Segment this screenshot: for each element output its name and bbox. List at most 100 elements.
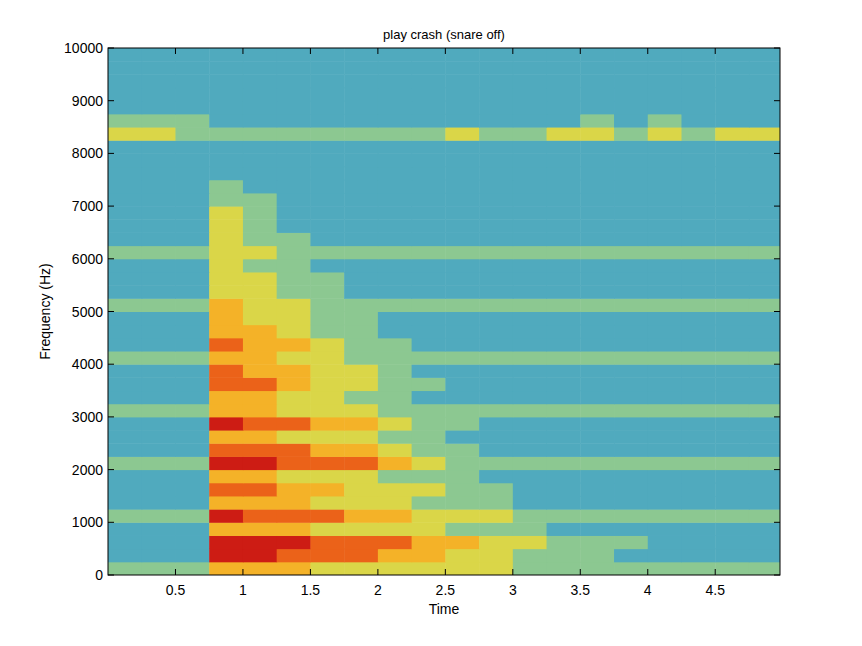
cell bbox=[445, 483, 479, 497]
cell bbox=[209, 88, 243, 102]
cell bbox=[243, 61, 277, 75]
cell bbox=[547, 549, 581, 563]
cell bbox=[547, 114, 581, 128]
cell bbox=[445, 391, 479, 405]
cell bbox=[344, 167, 378, 181]
cell bbox=[378, 338, 412, 352]
cell bbox=[378, 206, 412, 220]
cell bbox=[614, 535, 648, 549]
x-tick bbox=[175, 569, 176, 575]
cell bbox=[479, 391, 513, 405]
cell bbox=[513, 377, 547, 391]
cell bbox=[412, 127, 446, 141]
cell bbox=[580, 522, 614, 536]
cell bbox=[479, 259, 513, 273]
cell bbox=[108, 443, 142, 457]
cell bbox=[715, 535, 749, 549]
x-tick bbox=[175, 48, 176, 54]
cell bbox=[175, 496, 209, 510]
cell bbox=[479, 456, 513, 470]
y-tick bbox=[774, 206, 780, 207]
cell bbox=[108, 101, 142, 115]
cell bbox=[547, 232, 581, 246]
cell bbox=[614, 206, 648, 220]
cell bbox=[445, 272, 479, 286]
cell bbox=[175, 272, 209, 286]
cell bbox=[412, 232, 446, 246]
cell bbox=[681, 364, 715, 378]
x-tick bbox=[580, 48, 581, 54]
cell bbox=[749, 391, 780, 405]
cell bbox=[681, 562, 715, 575]
cell bbox=[580, 298, 614, 312]
cell bbox=[142, 74, 176, 88]
cell bbox=[681, 483, 715, 497]
cell bbox=[715, 417, 749, 431]
x-tick-label: 1.5 bbox=[301, 582, 321, 598]
cell bbox=[749, 74, 780, 88]
cell bbox=[513, 74, 547, 88]
cell bbox=[580, 61, 614, 75]
cell bbox=[344, 404, 378, 418]
cell bbox=[547, 61, 581, 75]
cell bbox=[749, 351, 780, 365]
cell bbox=[108, 391, 142, 405]
y-tick bbox=[108, 100, 114, 101]
cell bbox=[142, 219, 176, 233]
cell bbox=[715, 391, 749, 405]
cell bbox=[243, 180, 277, 194]
cell bbox=[175, 483, 209, 497]
cell bbox=[749, 167, 780, 181]
cell bbox=[277, 549, 311, 563]
cell bbox=[479, 509, 513, 523]
cell bbox=[344, 351, 378, 365]
cell bbox=[277, 101, 311, 115]
cell bbox=[277, 351, 311, 365]
cell bbox=[209, 549, 243, 563]
cell bbox=[277, 140, 311, 154]
cell bbox=[378, 364, 412, 378]
cell bbox=[580, 391, 614, 405]
y-label: Frequency (Hz) bbox=[37, 263, 53, 359]
cell bbox=[277, 232, 311, 246]
cell bbox=[243, 127, 277, 141]
cell bbox=[378, 232, 412, 246]
cell bbox=[277, 259, 311, 273]
cell bbox=[547, 285, 581, 299]
cell bbox=[243, 193, 277, 207]
cell bbox=[142, 180, 176, 194]
cell bbox=[209, 298, 243, 312]
cell bbox=[175, 535, 209, 549]
cell bbox=[580, 549, 614, 563]
cell bbox=[614, 259, 648, 273]
cell bbox=[681, 285, 715, 299]
cell bbox=[412, 285, 446, 299]
cell bbox=[445, 246, 479, 260]
cell bbox=[513, 391, 547, 405]
cell bbox=[310, 522, 344, 536]
cell bbox=[412, 417, 446, 431]
cell bbox=[614, 404, 648, 418]
cell bbox=[580, 246, 614, 260]
cell bbox=[175, 312, 209, 326]
cell bbox=[344, 127, 378, 141]
cell bbox=[175, 259, 209, 273]
cell bbox=[580, 180, 614, 194]
cell bbox=[378, 88, 412, 102]
cell bbox=[513, 193, 547, 207]
cell bbox=[310, 114, 344, 128]
cell bbox=[445, 101, 479, 115]
cell bbox=[513, 417, 547, 431]
cell bbox=[108, 535, 142, 549]
cell bbox=[715, 549, 749, 563]
cell bbox=[277, 127, 311, 141]
cell bbox=[681, 206, 715, 220]
cell bbox=[513, 325, 547, 339]
y-tick-label: 9000 bbox=[72, 93, 103, 109]
cell bbox=[142, 351, 176, 365]
cell bbox=[344, 298, 378, 312]
cell bbox=[142, 167, 176, 181]
cell bbox=[614, 61, 648, 75]
cell bbox=[479, 338, 513, 352]
cell bbox=[715, 338, 749, 352]
